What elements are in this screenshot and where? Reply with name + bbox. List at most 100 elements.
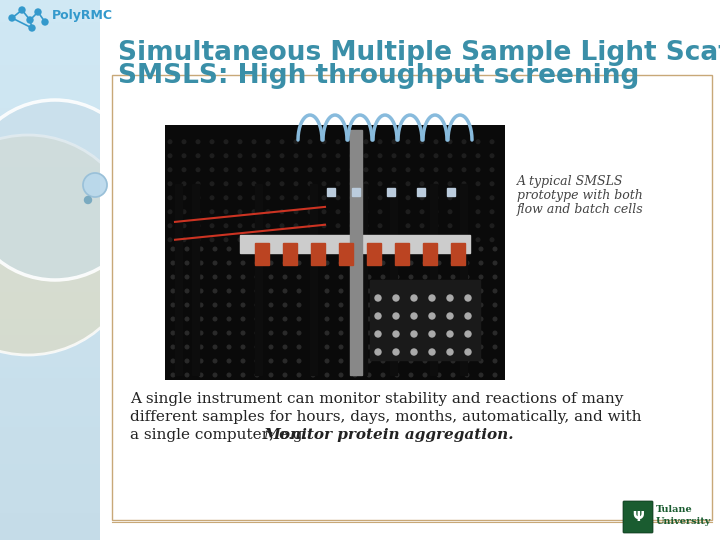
Circle shape (350, 224, 354, 227)
Circle shape (423, 275, 427, 279)
Circle shape (480, 317, 483, 321)
Circle shape (448, 168, 452, 172)
Circle shape (252, 154, 256, 158)
Circle shape (311, 345, 315, 349)
Circle shape (210, 210, 214, 213)
Circle shape (490, 224, 494, 227)
Circle shape (297, 373, 301, 377)
Circle shape (409, 303, 413, 307)
Circle shape (339, 247, 343, 251)
FancyBboxPatch shape (623, 501, 653, 533)
Circle shape (323, 196, 325, 200)
Circle shape (393, 331, 399, 337)
Bar (0, 16, 100, 22)
Circle shape (451, 331, 455, 335)
Circle shape (420, 196, 424, 200)
Circle shape (381, 317, 384, 321)
Circle shape (196, 154, 200, 158)
Bar (0, 529, 100, 535)
Circle shape (393, 349, 399, 355)
Bar (0, 92, 100, 97)
Bar (255, 184, 262, 375)
Bar (417, 188, 425, 197)
Circle shape (308, 238, 312, 241)
Circle shape (283, 345, 287, 349)
Circle shape (437, 359, 441, 363)
Circle shape (255, 261, 258, 265)
Circle shape (447, 349, 453, 355)
Bar (0, 513, 100, 518)
Circle shape (255, 247, 258, 251)
Circle shape (196, 140, 200, 144)
Circle shape (280, 182, 284, 186)
Bar (0, 475, 100, 481)
Bar (283, 243, 297, 265)
Circle shape (381, 303, 384, 307)
Circle shape (228, 247, 231, 251)
Circle shape (228, 359, 231, 363)
Circle shape (339, 261, 343, 265)
Circle shape (199, 261, 203, 265)
Text: Monitor protein aggregation.: Monitor protein aggregation. (264, 428, 513, 442)
Circle shape (364, 224, 368, 227)
Circle shape (465, 247, 469, 251)
Circle shape (409, 345, 413, 349)
Circle shape (213, 331, 217, 335)
Circle shape (297, 303, 301, 307)
Bar (0, 491, 100, 497)
Bar (0, 157, 100, 162)
Bar (0, 216, 100, 221)
Bar (0, 162, 100, 167)
Circle shape (283, 359, 287, 363)
Bar (0, 243, 100, 248)
Circle shape (423, 289, 427, 293)
Circle shape (297, 275, 301, 279)
Circle shape (392, 238, 396, 241)
Bar (0, 146, 100, 151)
Circle shape (224, 224, 228, 227)
Text: Ψ: Ψ (632, 510, 644, 524)
Bar (0, 103, 100, 108)
Bar (0, 200, 100, 205)
Circle shape (480, 373, 483, 377)
Circle shape (336, 238, 340, 241)
Bar (100, 0, 720, 540)
Circle shape (336, 224, 340, 227)
Circle shape (406, 224, 410, 227)
Circle shape (354, 261, 357, 265)
Bar (0, 329, 100, 335)
Circle shape (392, 154, 396, 158)
Circle shape (241, 345, 245, 349)
Circle shape (367, 345, 371, 349)
Bar (0, 65, 100, 70)
Circle shape (168, 140, 172, 144)
Bar (339, 243, 353, 265)
Circle shape (308, 140, 312, 144)
Circle shape (171, 359, 175, 363)
Bar (0, 54, 100, 59)
Circle shape (325, 373, 329, 377)
Bar (0, 432, 100, 437)
Circle shape (168, 154, 172, 158)
Circle shape (409, 247, 413, 251)
Bar (0, 356, 100, 362)
Circle shape (308, 196, 312, 200)
Circle shape (395, 247, 399, 251)
Circle shape (378, 168, 382, 172)
Bar (0, 194, 100, 200)
Circle shape (437, 261, 441, 265)
Bar (0, 313, 100, 319)
Circle shape (378, 238, 382, 241)
Circle shape (266, 182, 270, 186)
Circle shape (210, 168, 214, 172)
Circle shape (199, 331, 203, 335)
Circle shape (269, 317, 273, 321)
Circle shape (465, 331, 471, 337)
Bar (0, 11, 100, 16)
Circle shape (168, 238, 172, 241)
Bar (0, 76, 100, 81)
Circle shape (297, 247, 301, 251)
Circle shape (308, 154, 312, 158)
Circle shape (228, 373, 231, 377)
Bar (367, 243, 381, 265)
